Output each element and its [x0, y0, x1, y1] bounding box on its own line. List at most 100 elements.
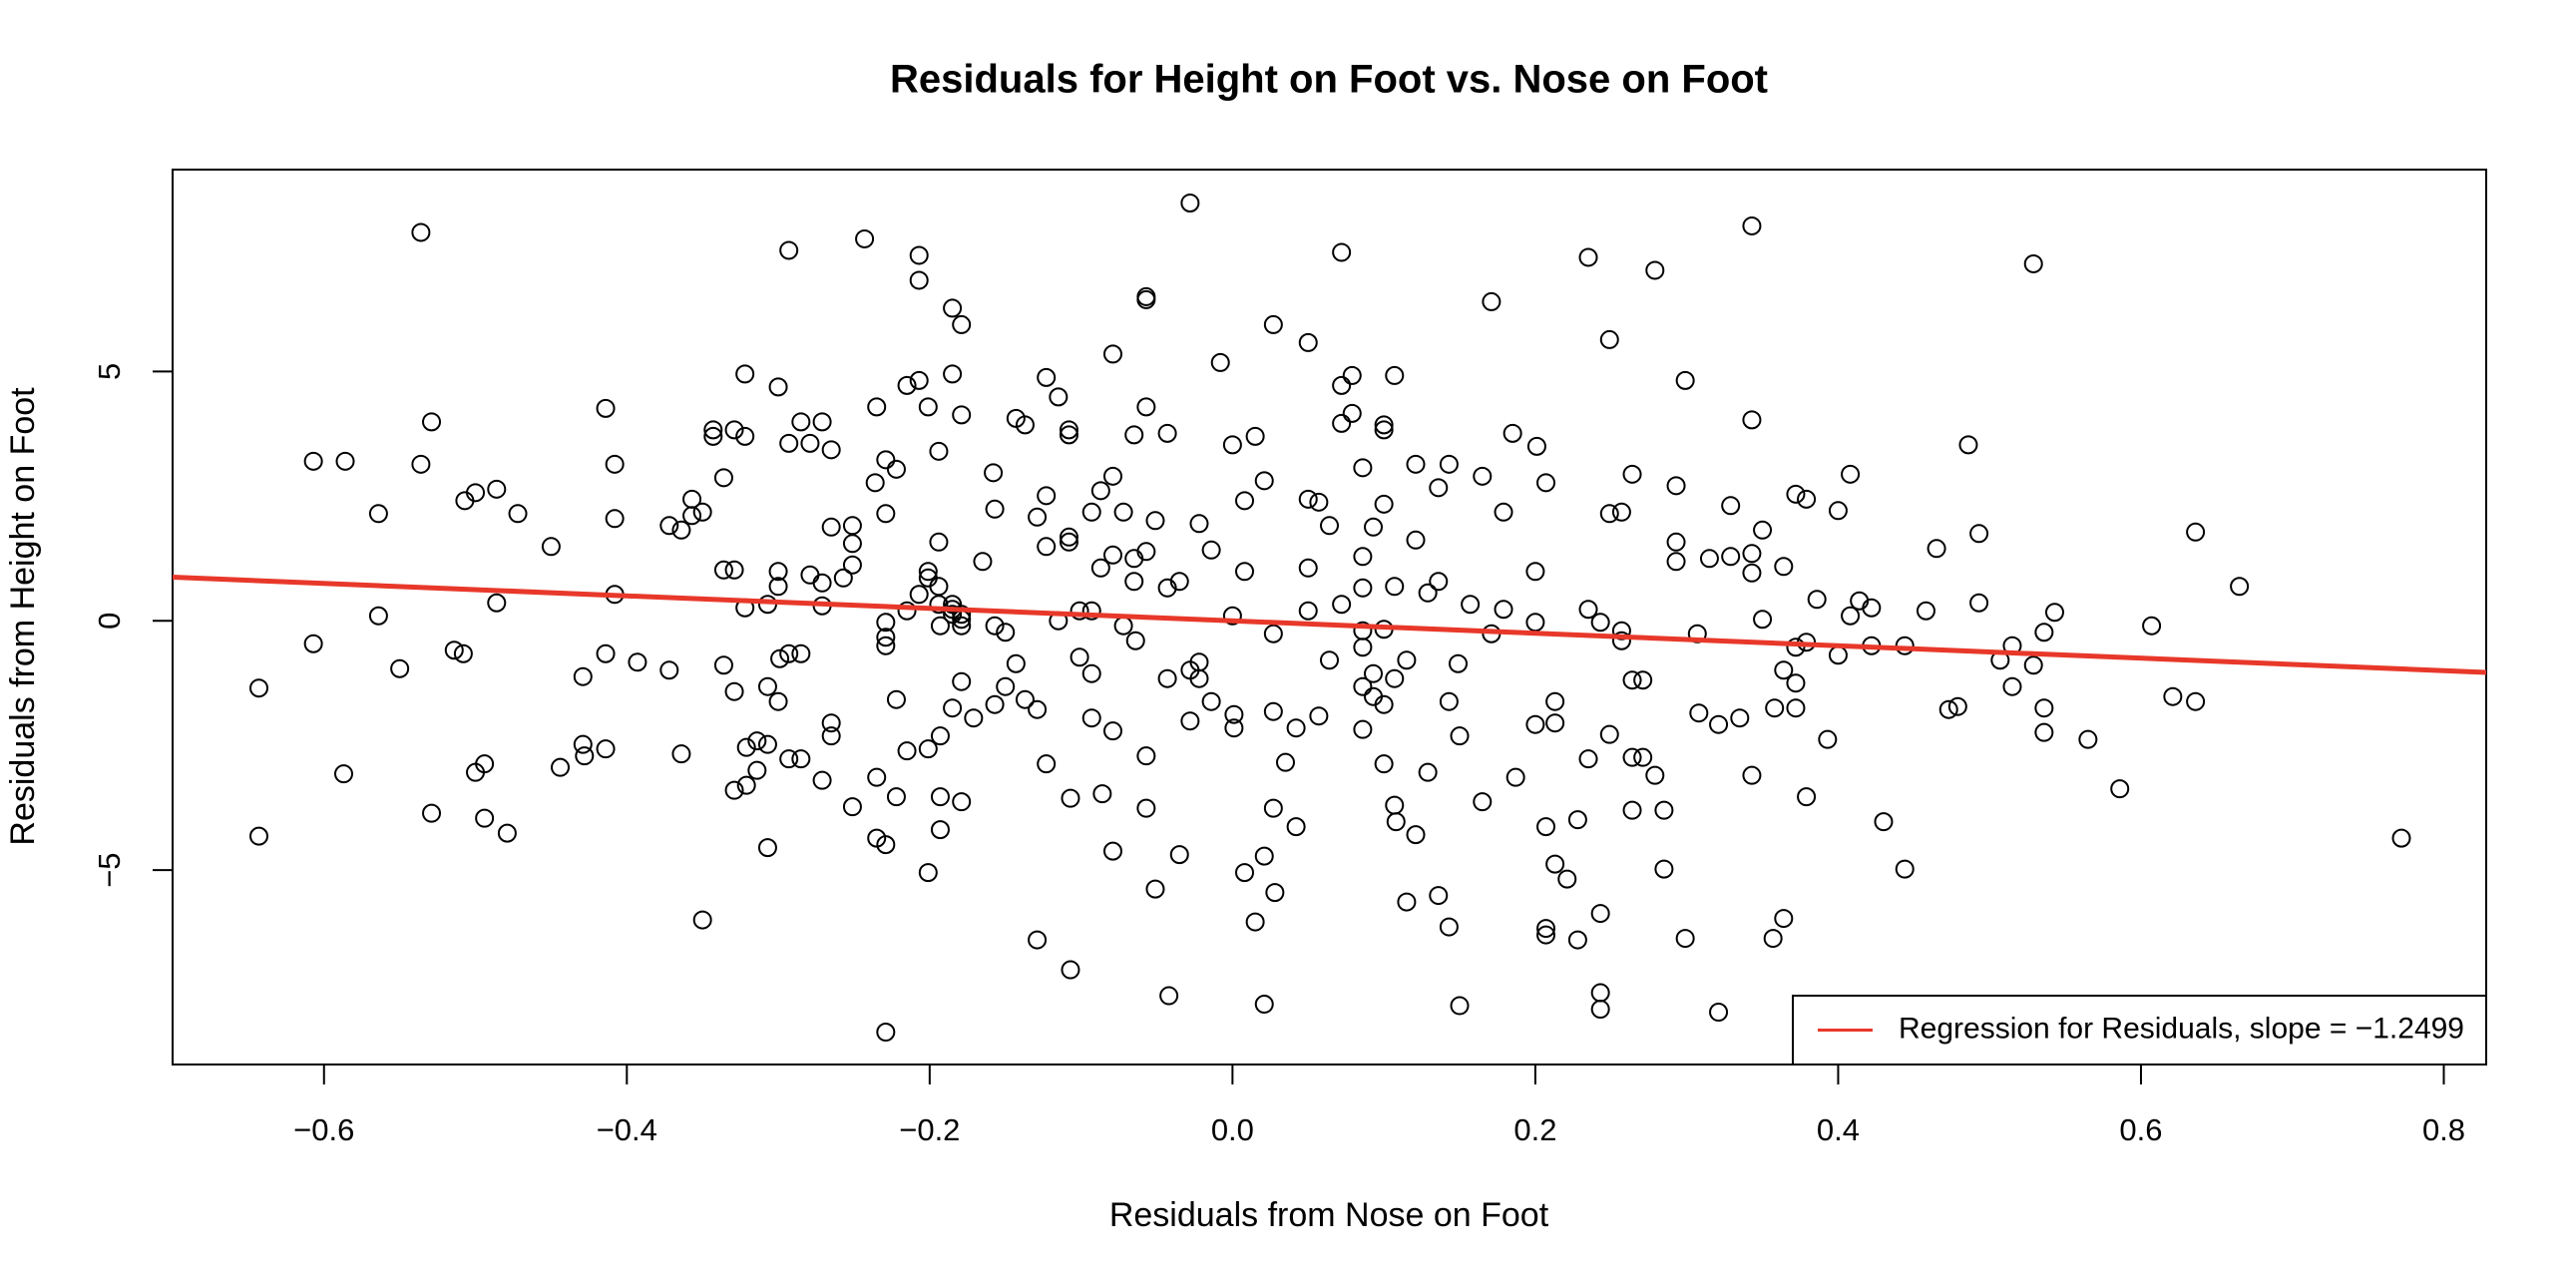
- point: [1342, 365, 1362, 385]
- point: [1102, 545, 1122, 565]
- point: [1763, 929, 1783, 949]
- point: [1429, 572, 1449, 592]
- point: [1136, 542, 1156, 562]
- point: [1180, 711, 1200, 731]
- point: [2186, 691, 2206, 711]
- point: [1774, 909, 1794, 929]
- point: [930, 616, 950, 636]
- point: [1263, 701, 1283, 721]
- point: [1786, 673, 1806, 693]
- point: [1675, 370, 1695, 390]
- point: [1136, 397, 1156, 417]
- x-tick-label: 0.2: [1513, 1112, 1556, 1147]
- point: [1536, 817, 1556, 837]
- point: [1699, 549, 1719, 569]
- point: [1235, 562, 1255, 582]
- point: [855, 228, 875, 248]
- point: [770, 648, 790, 668]
- point: [1136, 289, 1156, 309]
- point: [596, 739, 616, 759]
- point: [1113, 502, 1133, 522]
- point: [886, 459, 906, 479]
- point: [1786, 484, 1806, 504]
- point: [842, 516, 862, 536]
- point: [1222, 606, 1242, 626]
- point: [1590, 613, 1610, 633]
- point: [1841, 464, 1861, 484]
- point: [1245, 912, 1265, 932]
- x-tick-label: −0.4: [597, 1112, 657, 1147]
- point: [865, 473, 885, 493]
- point: [1578, 749, 1598, 769]
- point: [1590, 983, 1610, 1003]
- point: [508, 504, 528, 524]
- point: [1298, 489, 1318, 509]
- point: [2034, 623, 2054, 642]
- point: [1927, 539, 1946, 559]
- point: [876, 636, 896, 655]
- point: [1374, 415, 1394, 435]
- point: [1709, 714, 1729, 734]
- point: [1102, 841, 1122, 861]
- point: [943, 298, 963, 318]
- point: [2078, 729, 2098, 749]
- point: [1245, 426, 1265, 446]
- point: [1298, 332, 1318, 352]
- point: [1210, 352, 1230, 372]
- point: [1189, 668, 1209, 688]
- point: [1938, 699, 1958, 719]
- point: [713, 560, 733, 580]
- point: [1958, 435, 1978, 455]
- point: [1386, 812, 1406, 832]
- point: [1689, 703, 1709, 723]
- point: [1675, 929, 1695, 949]
- point: [736, 737, 756, 757]
- point: [573, 666, 593, 686]
- point: [1015, 689, 1035, 709]
- point: [475, 754, 495, 774]
- point: [2163, 686, 2183, 706]
- point: [1753, 610, 1773, 630]
- point: [1124, 425, 1144, 445]
- point: [800, 433, 820, 453]
- point: [1081, 708, 1101, 728]
- point: [1298, 558, 1318, 578]
- point: [1730, 708, 1750, 728]
- point: [1081, 663, 1101, 683]
- point: [779, 643, 799, 663]
- point: [1397, 650, 1417, 670]
- point: [1797, 489, 1817, 509]
- point: [1828, 645, 1848, 665]
- point: [1525, 562, 1545, 582]
- point: [2002, 676, 2022, 696]
- point: [1113, 616, 1133, 636]
- point: [1742, 765, 1762, 785]
- point: [973, 552, 993, 572]
- point: [876, 450, 896, 470]
- legend-label: Regression for Residuals, slope = −1.249…: [1899, 1012, 2464, 1045]
- point: [1862, 598, 1882, 618]
- point: [1439, 454, 1459, 474]
- point: [1374, 754, 1394, 774]
- point: [876, 628, 896, 647]
- point: [1028, 507, 1048, 527]
- point: [1235, 863, 1255, 883]
- point: [943, 698, 963, 718]
- point: [1439, 691, 1459, 711]
- point: [821, 517, 841, 537]
- point: [1841, 606, 1861, 626]
- point: [724, 780, 744, 800]
- point: [1786, 638, 1806, 657]
- point: [1525, 613, 1545, 633]
- y-tick-label: 0: [92, 613, 127, 630]
- point: [1654, 800, 1674, 820]
- point: [747, 731, 767, 751]
- point: [1059, 420, 1078, 440]
- point: [1364, 517, 1384, 537]
- plot-frame: [172, 169, 2487, 1066]
- point: [1450, 726, 1470, 746]
- point: [1611, 631, 1631, 650]
- point: [1081, 502, 1101, 522]
- point: [1622, 800, 1642, 820]
